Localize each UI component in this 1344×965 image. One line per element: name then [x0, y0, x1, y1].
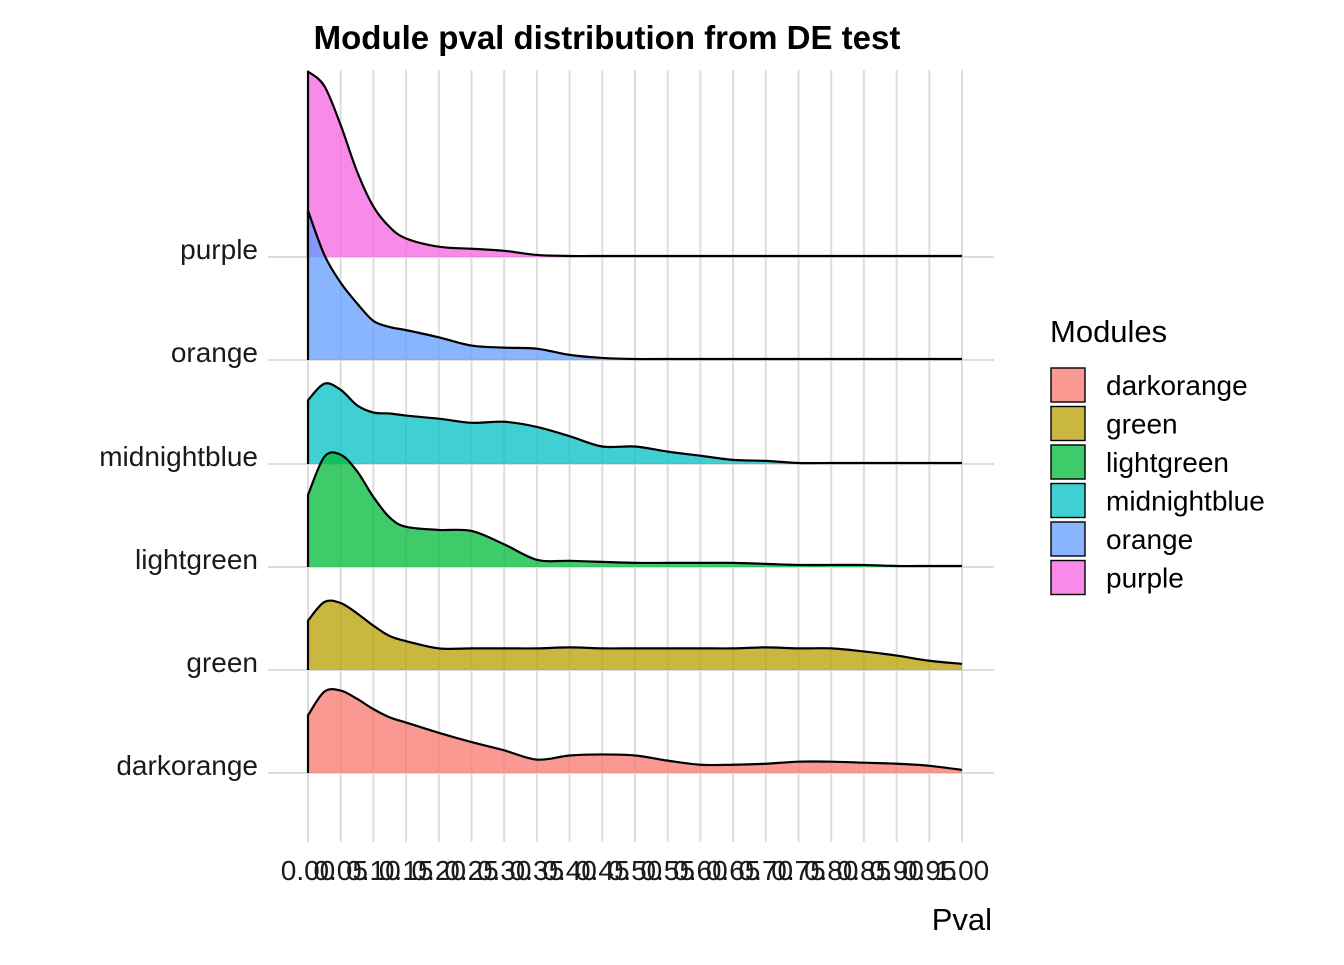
legend-label: lightgreen	[1106, 447, 1229, 478]
x-tick-label: 0.00	[281, 855, 336, 886]
x-tick-label: 0.25	[444, 855, 499, 886]
legend-entries: darkorange green lightgreen midnightblue ora…	[1050, 367, 1265, 596]
legend-label: green	[1106, 409, 1178, 440]
x-tick-label: 0.90	[869, 855, 924, 886]
x-tick-label: 0.85	[837, 855, 892, 886]
legend-swatch	[1050, 444, 1086, 480]
x-tick-label: 0.35	[510, 855, 565, 886]
legend-entry-lightgreen: lightgreen	[1050, 444, 1229, 480]
ridge-layer	[306, 70, 963, 773]
legend-label: midnightblue	[1106, 486, 1265, 517]
legend-label: orange	[1106, 524, 1193, 555]
legend-title: Modules	[1050, 314, 1167, 349]
legend-label: darkorange	[1106, 370, 1248, 401]
ridge-purple	[306, 70, 962, 258]
x-tick-label: 0.10	[346, 855, 401, 886]
ridge-outline-midnightblue	[306, 382, 962, 465]
ridge-fill-darkorange	[308, 689, 962, 773]
ridge-darkorange	[306, 688, 963, 773]
legend-swatch	[1050, 521, 1086, 557]
ridge-outline-orange	[306, 209, 962, 361]
x-tick-label: 0.65	[706, 855, 761, 886]
x-tick-label: 0.80	[804, 855, 859, 886]
y-tick-label: midnightblue	[99, 441, 258, 472]
ridge-orange	[306, 209, 962, 361]
y-tick-label: lightgreen	[135, 544, 258, 575]
ridge-green	[306, 599, 963, 670]
x-tick-label: 0.75	[771, 855, 826, 886]
legend-swatch	[1050, 367, 1086, 403]
x-tick-label: 0.55	[640, 855, 695, 886]
ridge-fill-midnightblue	[308, 383, 962, 464]
x-tick-label: 0.95	[902, 855, 957, 886]
x-tick-label: 0.40	[542, 855, 597, 886]
x-tick-label: 0.05	[313, 855, 368, 886]
ridge-outline-green	[306, 599, 963, 670]
ridge-lightgreen	[306, 451, 962, 568]
x-tick-label: 0.60	[673, 855, 728, 886]
y-tick-label: darkorange	[116, 750, 258, 781]
x-tick-label: 0.70	[739, 855, 794, 886]
legend-swatch	[1050, 405, 1086, 442]
ridge-midnightblue	[306, 382, 962, 465]
legend-swatch	[1050, 482, 1086, 519]
ridge-fill-orange	[308, 210, 962, 360]
y-tick-label: orange	[171, 337, 258, 368]
x-tick-label: 0.30	[477, 855, 532, 886]
x-tick-label: 0.45	[575, 855, 630, 886]
chart-title: Module pval distribution from DE test	[314, 19, 901, 56]
legend: Modules darkorange green lightgreen midnigh…	[1050, 314, 1265, 596]
x-tick-label: 0.50	[608, 855, 663, 886]
y-tick-label: green	[186, 647, 258, 678]
legend-label: purple	[1106, 563, 1184, 594]
legend-entry-green: green	[1050, 405, 1178, 442]
ridge-outline-lightgreen	[306, 451, 962, 568]
y-tick-label: purple	[180, 234, 258, 265]
x-axis-title: Pval	[932, 902, 992, 937]
y-tick-labels: darkorange green lightgreen midnightblue ora…	[99, 234, 258, 781]
x-tick-label: 0.15	[379, 855, 434, 886]
legend-entry-darkorange: darkorange	[1050, 367, 1248, 403]
ridge-outline-darkorange	[306, 688, 963, 773]
x-tick-label: 0.20	[412, 855, 467, 886]
ridge-outline-purple	[306, 70, 962, 258]
legend-entry-purple: purple	[1050, 559, 1184, 596]
ridge-fill-lightgreen	[308, 452, 962, 567]
legend-swatch	[1050, 559, 1086, 596]
legend-entry-orange: orange	[1050, 521, 1193, 557]
ridge-fill-green	[308, 600, 962, 670]
legend-entry-midnightblue: midnightblue	[1050, 482, 1265, 519]
x-tick-labels: 0.000.050.100.150.200.250.300.350.400.45…	[281, 855, 990, 886]
ridge-fill-purple	[308, 71, 962, 257]
x-tick-label: 1.00	[935, 855, 990, 886]
